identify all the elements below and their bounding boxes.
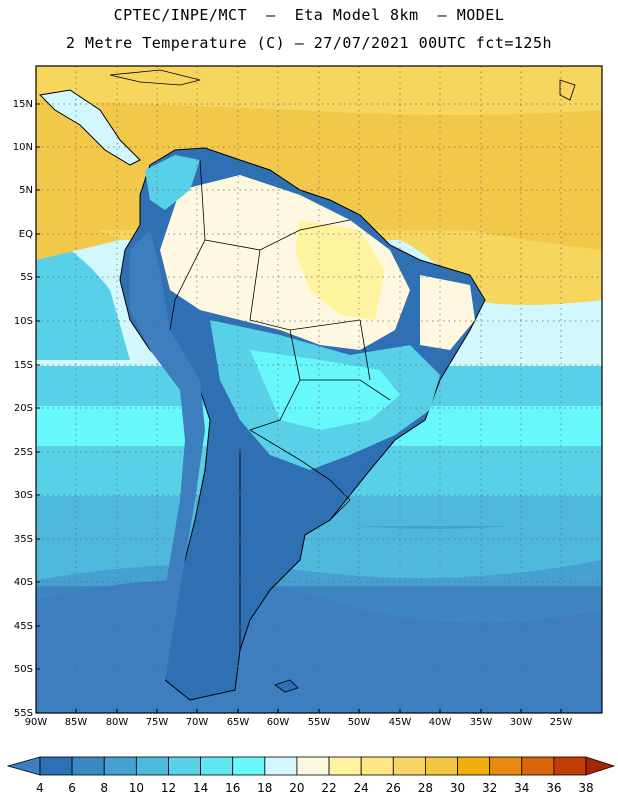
colorbar-max-arrow [585, 756, 616, 776]
colorbar-label: 20 [289, 781, 304, 795]
lon-label: 65W [227, 717, 250, 728]
lon-label: 25W [550, 717, 573, 728]
lat-label: 30S [14, 490, 33, 501]
colorbar-label: 8 [100, 781, 108, 795]
colorbar-label: 24 [354, 781, 369, 795]
lat-label: 55S [14, 708, 33, 719]
map-title-line-2: 2 Metre Temperature (C) – 27/07/2021 00U… [65, 34, 553, 52]
colorbar-swatch [457, 756, 491, 776]
colorbar-swatch [39, 756, 73, 776]
colorbar-label: 26 [386, 781, 401, 795]
colorbar-swatch [521, 756, 555, 776]
lat-label: 20S [14, 403, 33, 414]
lon-label: 35W [470, 717, 493, 728]
colorbar-min-arrow [6, 756, 41, 776]
colorbar-swatch [392, 756, 426, 776]
lon-label: 30W [510, 717, 533, 728]
lat-label: 5N [19, 185, 33, 196]
temperature-colorbar: 4 6 8 10 12 14 16 18 20 22 24 26 28 30 32 34 36 38 [6, 756, 616, 795]
lat-label: 50S [14, 664, 33, 675]
lon-label: 60W [267, 717, 290, 728]
colorbar-label: 16 [225, 781, 240, 795]
colorbar-label: 14 [193, 781, 208, 795]
map-fields [36, 66, 602, 713]
colorbar-label: 38 [578, 781, 593, 795]
lat-label: 35S [14, 534, 33, 545]
colorbar-swatch [296, 756, 330, 776]
lat-label: 15S [14, 360, 33, 371]
lon-label: 55W [308, 717, 331, 728]
lon-label: 85W [65, 717, 88, 728]
lon-label: 75W [146, 717, 169, 728]
colorbar-swatch [71, 756, 105, 776]
lat-label: 15N [13, 99, 33, 110]
colorbar-swatch [200, 756, 234, 776]
colorbar-swatch [489, 756, 523, 776]
lat-label: EQ [19, 229, 33, 240]
colorbar-swatch [232, 756, 266, 776]
lon-label: 90W [25, 717, 48, 728]
map-title-line-1: CPTEC/INPE/MCT – Eta Model 8km – MODEL [113, 6, 505, 24]
colorbar-swatch [328, 756, 362, 776]
lat-label: 5S [20, 272, 33, 283]
axis-ticks [36, 103, 562, 713]
longitude-labels: 90W 85W 80W 75W 70W 65W 60W 55W 50W 45W … [25, 717, 573, 728]
colorbar-swatch [360, 756, 394, 776]
lon-label: 45W [389, 717, 412, 728]
colorbar-swatch [264, 756, 298, 776]
colorbar-label: 12 [161, 781, 176, 795]
lat-label: 40S [14, 577, 33, 588]
colorbar-label: 34 [514, 781, 529, 795]
colorbar-label: 22 [321, 781, 336, 795]
latitude-labels: 15N 10N 5N EQ 5S 10S 15S 20S 25S 30S 35S… [13, 99, 33, 719]
colorbar-label: 30 [450, 781, 465, 795]
lon-label: 40W [429, 717, 452, 728]
colorbar-swatch [168, 756, 201, 776]
lat-label: 45S [14, 621, 33, 632]
lat-label: 25S [14, 447, 33, 458]
colorbar-label: 36 [546, 781, 561, 795]
colorbar-label: 10 [129, 781, 144, 795]
colorbar-label: 18 [257, 781, 272, 795]
lon-label: 50W [348, 717, 371, 728]
colorbar-label: 4 [36, 781, 44, 795]
lat-label: 10N [13, 142, 33, 153]
colorbar-swatch [103, 756, 137, 776]
colorbar-label: 32 [482, 781, 497, 795]
lon-label: 80W [106, 717, 129, 728]
lon-label: 70W [186, 717, 209, 728]
colorbar-label: 28 [418, 781, 433, 795]
colorbar-swatch [553, 756, 587, 776]
colorbar-label: 6 [68, 781, 76, 795]
colorbar-swatch [425, 756, 458, 776]
graticule [36, 66, 602, 713]
colorbar-swatch [135, 756, 169, 776]
lat-label: 10S [14, 316, 33, 327]
country-borders [169, 159, 391, 650]
